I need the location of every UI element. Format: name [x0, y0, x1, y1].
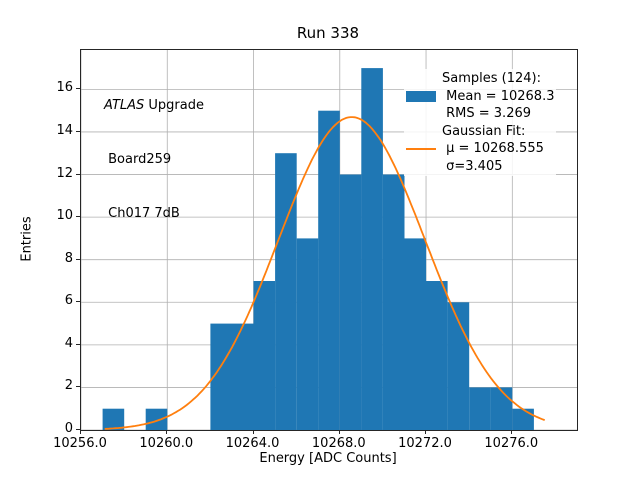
y-tick-mark: [76, 173, 80, 175]
histogram-bar: [512, 408, 534, 430]
x-tick-mark: [511, 430, 513, 434]
legend-row: Mean = 10268.3: [406, 88, 554, 106]
legend-label: μ = 10268.555: [442, 141, 544, 157]
y-tick-label: 10: [56, 208, 73, 224]
legend: Samples (124): Mean = 10268.3 RMS = 3.26…: [404, 69, 557, 176]
y-tick-mark: [76, 386, 80, 388]
histogram-bar: [275, 153, 297, 430]
annotation-line-2: Board259: [104, 152, 172, 167]
y-tick-mark: [76, 301, 80, 303]
plot-area: [80, 49, 578, 431]
y-tick-label: 0: [64, 421, 73, 436]
y-axis-label: Entries: [19, 216, 35, 262]
y-tick-mark: [76, 216, 80, 218]
histogram-bar: [318, 110, 340, 430]
y-tick-label: 4: [64, 335, 73, 351]
annotation-line-3: Ch017 7dB: [104, 206, 180, 221]
histogram-bar: [361, 68, 383, 430]
plot-canvas: [81, 50, 577, 430]
histogram-bar: [382, 174, 405, 430]
legend-row: Gaussian Fit:: [406, 123, 554, 141]
legend-row: Samples (124):: [406, 70, 554, 88]
x-tick-mark: [166, 430, 168, 434]
x-tick-mark: [252, 430, 254, 434]
legend-row: RMS = 3.269: [406, 105, 554, 123]
histogram-bar: [145, 408, 168, 430]
histogram-bar: [232, 323, 254, 430]
histogram-bar: [296, 238, 319, 430]
legend-row: σ=3.405: [406, 158, 554, 176]
histogram-bar: [426, 281, 448, 430]
chart-title: Run 338: [296, 24, 360, 42]
histogram-bar: [102, 408, 125, 430]
y-tick-mark: [76, 88, 80, 90]
legend-label: Mean = 10268.3: [442, 88, 555, 104]
y-tick-mark: [76, 343, 80, 345]
histogram-bars: [102, 68, 534, 430]
x-tick-label: 10264.0: [225, 436, 280, 451]
upgrade-label: Upgrade: [144, 98, 204, 113]
y-tick-label: 2: [64, 378, 73, 394]
histogram-bar: [339, 174, 362, 430]
legend-row: μ = 10268.555: [406, 140, 554, 158]
annotation-line-1: ATLAS Upgrade: [104, 97, 204, 115]
histogram-bar: [253, 281, 276, 430]
x-tick-label: 10256.0: [53, 436, 107, 451]
y-tick-mark: [76, 131, 80, 132]
x-tick-label: 10272.0: [398, 436, 452, 451]
histogram-bar: [210, 323, 232, 430]
x-axis-label: Energy [ADC Counts]: [259, 451, 397, 466]
legend-label: Gaussian Fit:: [442, 123, 526, 139]
y-tick-mark: [76, 258, 80, 260]
legend-label: σ=3.405: [442, 158, 503, 174]
atlas-label: ATLAS: [104, 98, 145, 113]
histogram-bar: [404, 238, 427, 430]
legend-label: RMS = 3.269: [442, 106, 532, 122]
x-tick-label: 10276.0: [484, 436, 539, 451]
y-tick-label: 8: [64, 250, 73, 266]
histogram-bar: [469, 387, 491, 430]
x-tick-mark: [80, 430, 81, 434]
y-tick-mark: [76, 429, 80, 430]
x-tick-label: 10268.0: [311, 436, 366, 451]
x-tick-mark: [425, 430, 426, 434]
legend-label: Samples (124):: [442, 71, 541, 87]
y-tick-label: 6: [64, 293, 73, 309]
gaussian-fit-curve: [104, 116, 546, 430]
fit-line-swatch-icon: [406, 147, 436, 150]
histogram-bar: [490, 387, 513, 430]
x-tick-mark: [338, 430, 340, 434]
x-tick-label: 10260.0: [139, 436, 194, 451]
annotation-block: ATLAS Upgrade Board259 Ch017 7dB: [104, 61, 204, 259]
y-tick-label: 14: [56, 123, 73, 138]
histogram-swatch-icon: [406, 90, 436, 102]
y-tick-label: 12: [56, 165, 73, 181]
y-tick-label: 16: [56, 80, 73, 96]
